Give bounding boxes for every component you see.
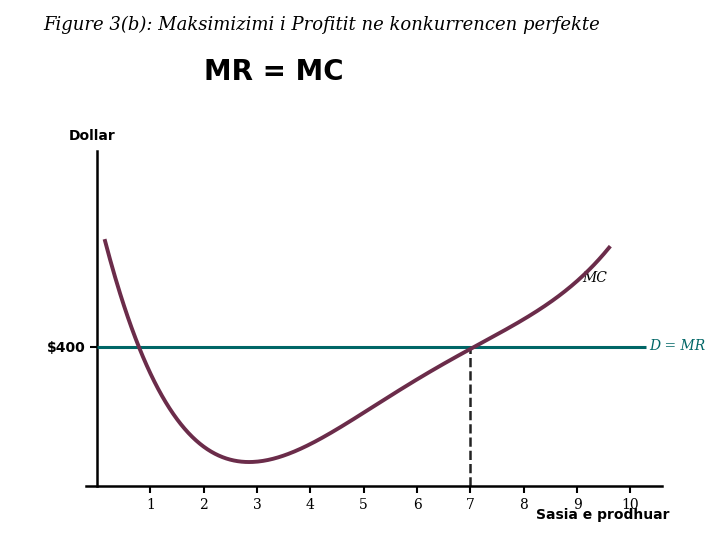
Text: Figure 3(b): Maksimizimi i Profitit ne konkurrencen perfekte: Figure 3(b): Maksimizimi i Profitit ne k… bbox=[43, 16, 600, 35]
Text: Sasia e prodhuar: Sasia e prodhuar bbox=[536, 508, 670, 522]
Text: MC: MC bbox=[582, 271, 607, 285]
Text: D = MR: D = MR bbox=[649, 340, 706, 354]
Text: Dollar: Dollar bbox=[68, 129, 115, 143]
Text: MR = MC: MR = MC bbox=[204, 58, 343, 86]
